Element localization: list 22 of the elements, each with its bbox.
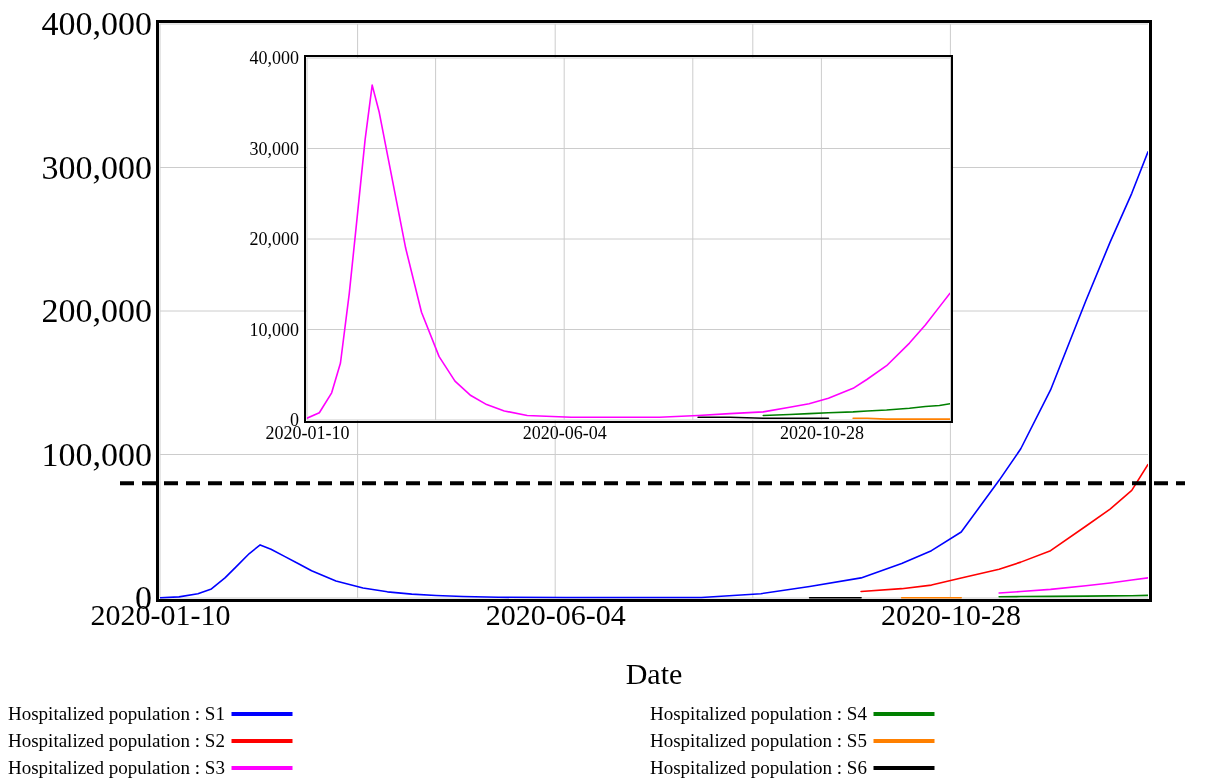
line-series bbox=[860, 463, 1148, 593]
y-tick-label: 40,000 bbox=[249, 48, 299, 69]
y-tick-label: 200,000 bbox=[41, 292, 152, 330]
y-tick-label: 400,000 bbox=[41, 5, 152, 43]
x-tick-label: 2020-06-04 bbox=[485, 598, 626, 632]
y-tick-label: 300,000 bbox=[41, 148, 152, 186]
legend-label: Hospitalized population : S3 bbox=[8, 757, 225, 778]
line-series bbox=[762, 402, 950, 417]
x-axis-title: Date bbox=[625, 657, 683, 690]
y-tick-label: 30,000 bbox=[249, 138, 299, 159]
legend-label: Hospitalized population : S6 bbox=[650, 757, 867, 778]
legend-label: Hospitalized population : S2 bbox=[8, 730, 225, 751]
y-tick-label: 100,000 bbox=[41, 435, 152, 473]
legend-label: Hospitalized population : S1 bbox=[8, 703, 225, 724]
x-tick-label: 2020-10-28 bbox=[880, 598, 1021, 632]
legend-label: Hospitalized population : S4 bbox=[650, 703, 868, 724]
x-tick-label: 2020-10-28 bbox=[779, 422, 864, 443]
y-tick-label: 10,000 bbox=[249, 319, 299, 340]
x-tick-label: 2020-06-04 bbox=[522, 422, 607, 443]
line-series bbox=[998, 577, 1148, 594]
legend-label: Hospitalized population : S5 bbox=[650, 730, 867, 751]
y-tick-label: 20,000 bbox=[249, 229, 299, 250]
